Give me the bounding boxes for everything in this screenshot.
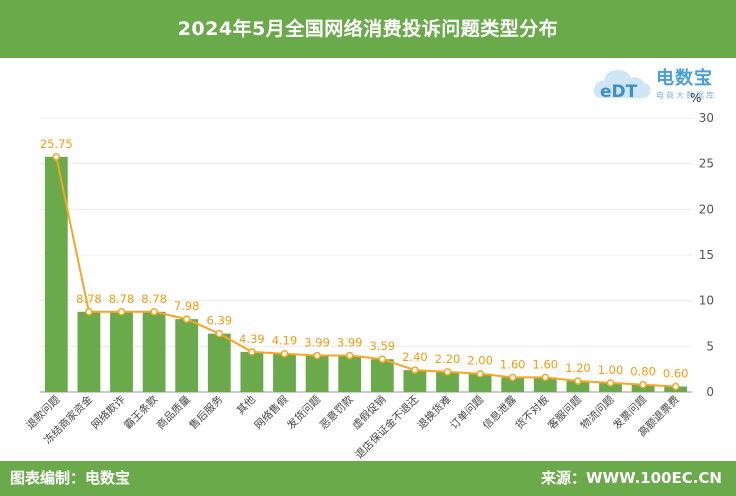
data-label: 2.40 xyxy=(402,350,428,364)
data-label: 3.59 xyxy=(369,339,395,353)
footer-bar: 图表编制：电数宝 来源：WWW.100EC.CN xyxy=(0,461,736,496)
data-label: 7.98 xyxy=(174,299,200,313)
line-point xyxy=(606,379,615,387)
line-point xyxy=(345,351,354,360)
line-point xyxy=(476,369,484,378)
line-point xyxy=(443,368,452,376)
y-tick-label: 15 xyxy=(699,248,714,262)
bar xyxy=(207,333,231,392)
x-tick-label: 退换货难 xyxy=(415,393,454,432)
line-point xyxy=(639,380,647,389)
footer-source: 来源：WWW.100EC.CN xyxy=(541,469,722,487)
y-tick-label: 30 xyxy=(699,111,714,125)
bar xyxy=(501,377,525,392)
chart-title: 2024年5月全国网络消费投诉问题类型分布 xyxy=(177,18,559,40)
line-point xyxy=(280,349,289,358)
data-label: 8.78 xyxy=(141,292,167,306)
bar xyxy=(533,377,557,392)
y-tick-label: 0 xyxy=(706,385,714,399)
data-label: 0.80 xyxy=(630,365,656,379)
header-bar xyxy=(0,0,736,58)
bar xyxy=(273,353,296,392)
line-point xyxy=(508,373,517,382)
data-label: 4.39 xyxy=(239,332,265,346)
data-label: 2.20 xyxy=(435,352,461,366)
data-label: 0.60 xyxy=(663,367,689,381)
x-tick-label: 物流问题 xyxy=(578,393,617,432)
data-label: 1.60 xyxy=(500,357,526,371)
x-tick-label: 霸王条款 xyxy=(121,393,160,432)
line-point xyxy=(378,355,387,363)
data-label: 1.00 xyxy=(598,363,624,377)
line-point xyxy=(52,153,61,161)
logo-mark: eDT xyxy=(600,82,638,102)
bar xyxy=(240,351,264,392)
bar xyxy=(142,311,166,392)
line-point xyxy=(117,308,126,316)
x-tick-label: 恶意罚款 xyxy=(317,393,356,432)
logo-name: 电数宝 xyxy=(656,68,713,89)
line-point xyxy=(574,377,582,385)
bar xyxy=(436,371,459,392)
bar xyxy=(305,355,329,392)
bar xyxy=(44,156,68,392)
bar xyxy=(403,370,427,392)
bar xyxy=(566,381,590,392)
x-tick-label: 订单问题 xyxy=(447,393,486,432)
line-point xyxy=(671,382,680,391)
data-label: 4.19 xyxy=(272,334,298,348)
data-label: 8.78 xyxy=(109,292,135,306)
x-tick-label: 货不对板 xyxy=(513,393,552,432)
footer-credit: 图表编制：电数宝 xyxy=(10,469,131,487)
x-tick-label: 客服问题 xyxy=(545,393,584,432)
x-tick-label: 发货问题 xyxy=(284,393,323,432)
bar xyxy=(77,311,101,392)
y-tick-label: 5 xyxy=(706,339,714,353)
y-tick-label: 20 xyxy=(699,202,714,216)
x-tick-label: 网络欺诈 xyxy=(89,393,128,432)
y-unit-label: % xyxy=(690,91,702,105)
line-point xyxy=(215,329,224,338)
line-point xyxy=(313,351,321,360)
y-tick-label: 10 xyxy=(699,294,714,308)
data-label: 8.78 xyxy=(76,292,102,306)
logo-subtitle: 电商大数据库 xyxy=(656,91,716,100)
x-tick-label: 网络售假 xyxy=(252,393,291,432)
data-label: 1.60 xyxy=(532,357,558,371)
bar xyxy=(468,373,492,392)
data-label: 25.75 xyxy=(40,137,73,151)
line-point xyxy=(85,308,93,316)
x-tick-label: 商品质量 xyxy=(154,393,193,432)
line-point xyxy=(248,348,256,356)
line-point xyxy=(150,308,158,316)
line-point xyxy=(182,315,191,323)
cloud-logo-icon: eDT xyxy=(593,70,651,102)
line-point xyxy=(541,373,550,382)
line-point xyxy=(411,366,419,374)
x-tick-label: 其他 xyxy=(234,393,258,417)
bar xyxy=(175,319,199,392)
data-label: 6.39 xyxy=(206,314,232,328)
bar xyxy=(338,355,362,392)
y-tick-label: 25 xyxy=(699,157,714,171)
data-label: 3.99 xyxy=(304,336,330,350)
x-tick-label: 售后服务 xyxy=(187,393,226,432)
trend-line xyxy=(55,156,676,388)
data-label: 1.20 xyxy=(565,361,591,375)
x-tick-label: 信息泄露 xyxy=(480,393,519,432)
logo: eDT 电数宝 电商大数据库 xyxy=(592,62,732,106)
data-label: 3.99 xyxy=(337,336,363,350)
bar xyxy=(370,359,394,392)
bar xyxy=(110,311,133,392)
data-label: 2.00 xyxy=(467,354,493,368)
bar xyxy=(599,382,622,392)
